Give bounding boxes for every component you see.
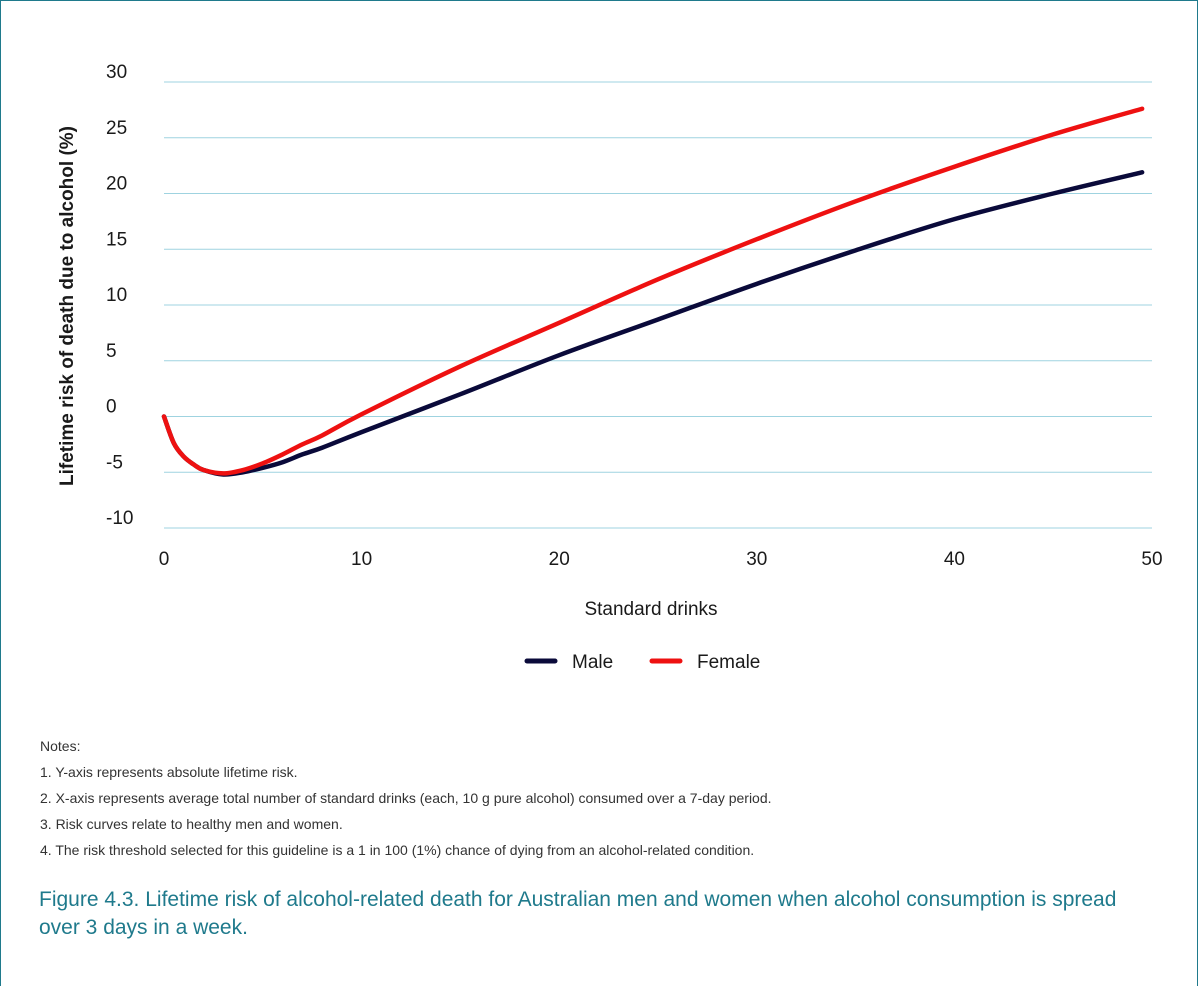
y-tick-label: -10 [106,508,133,529]
x-tick-label: 0 [159,549,170,570]
x-tick-labels: 0 10 20 30 40 50 [159,549,1163,570]
legend-label-male: Male [572,652,613,673]
line-chart: -10 -5 0 5 10 15 20 25 30 0 10 20 30 40 50 Lifetime r… [57,62,1163,673]
notes-heading: Notes: [40,738,81,754]
x-tick-label: 10 [351,549,372,570]
series-line-male [161,170,1145,477]
note-item: 1. Y-axis represents absolute lifetime r… [40,764,298,780]
y-tick-label: -5 [106,452,123,473]
figure-caption: Figure 4.3. Lifetime risk of alcohol-rel… [39,888,1117,939]
y-tick-label: 30 [106,62,127,83]
y-tick-label: 25 [106,118,127,139]
note-item: 3. Risk curves relate to healthy men and… [40,816,343,832]
y-tick-label: 5 [106,341,117,362]
x-axis-label: Standard drinks [584,599,717,620]
y-tick-label: 0 [106,397,117,418]
x-tick-label: 50 [1141,549,1162,570]
x-tick-label: 30 [746,549,767,570]
y-tick-labels: -10 -5 0 5 10 15 20 25 30 [106,62,133,529]
note-item: 4. The risk threshold selected for this … [40,842,755,858]
note-item: 2. X-axis represents average total numbe… [40,790,772,806]
y-axis-label: Lifetime risk of death due to alcohol (%… [57,126,78,486]
series-lines [161,106,1145,477]
series-line-female [161,106,1145,476]
x-tick-label: 20 [549,549,570,570]
y-tick-label: 15 [106,229,127,250]
legend-label-female: Female [697,652,760,673]
legend: Male Female [524,652,760,673]
y-tick-label: 10 [106,285,127,306]
gridlines [164,81,1152,529]
y-tick-label: 20 [106,174,127,195]
notes: Notes: 1. Y-axis represents absolute lif… [40,733,1180,863]
x-tick-label: 40 [944,549,965,570]
